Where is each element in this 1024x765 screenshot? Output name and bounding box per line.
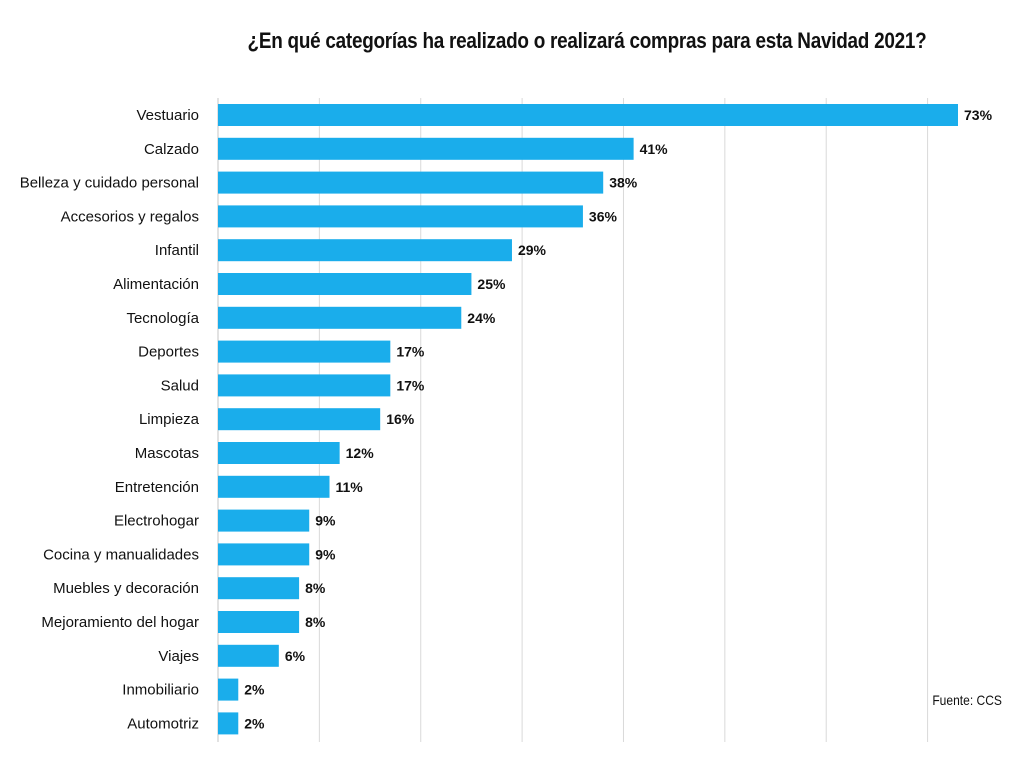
category-label: Alimentación [113,276,199,293]
bar [218,273,472,295]
value-label: 29% [518,242,547,258]
category-label: Accesorios y regalos [61,208,199,225]
category-label: Deportes [138,344,199,361]
value-label: 2% [244,682,265,698]
bar [218,509,310,532]
category-label: Viajes [158,648,199,665]
value-label: 16% [386,411,415,427]
category-label: Muebles y decoración [53,580,199,597]
chart-title: ¿En qué categorías ha realizado o realiz… [247,28,927,53]
value-label: 24% [467,310,496,326]
bar [218,340,391,363]
bar [218,543,310,566]
value-label: 41% [640,141,669,157]
value-label: 17% [396,377,425,393]
bar [218,611,300,633]
bar [218,171,604,194]
bar [218,239,512,262]
category-label: Inmobiliario [122,682,199,699]
category-label: Infantil [155,242,199,259]
bar-layer [218,104,958,735]
category-label: Cocina y manualidades [43,546,199,563]
bar [218,374,391,397]
bar [218,475,330,498]
category-label: Mejoramiento del hogar [41,614,199,631]
category-label: Mascotas [135,445,199,462]
bar [218,678,239,701]
category-label: Limpieza [139,411,200,428]
category-label: Salud [161,377,199,394]
bar [218,577,300,600]
bar [218,205,583,228]
category-label: Vestuario [136,107,199,124]
value-label: 12% [346,445,375,461]
value-label: 9% [315,546,336,562]
bar [218,712,239,735]
value-label: 6% [285,648,306,664]
bar [218,408,381,431]
value-label: 9% [315,513,336,529]
bar [218,644,279,667]
source-note: Fuente: CCS [932,692,1002,708]
category-label: Entretención [115,479,199,496]
value-label: 25% [477,276,506,292]
value-label: 17% [396,344,425,360]
bar [218,104,958,126]
category-label: Belleza y cuidado personal [20,175,199,192]
value-label: 36% [589,208,618,224]
label-layer: Vestuario 73% Calzado 41% Belleza y cuidado … [20,107,993,732]
value-label: 11% [336,479,364,495]
value-label: 73% [964,107,993,123]
value-label: 8% [305,580,326,596]
category-label: Calzado [144,141,199,158]
value-label: 2% [244,715,265,731]
value-label: 38% [609,175,638,191]
bar [218,137,634,160]
value-label: 8% [305,614,326,630]
category-label: Electrohogar [114,513,199,530]
category-label: Tecnología [126,310,199,327]
bar [218,306,462,329]
category-label: Automotriz [127,715,199,732]
bar [218,442,340,464]
